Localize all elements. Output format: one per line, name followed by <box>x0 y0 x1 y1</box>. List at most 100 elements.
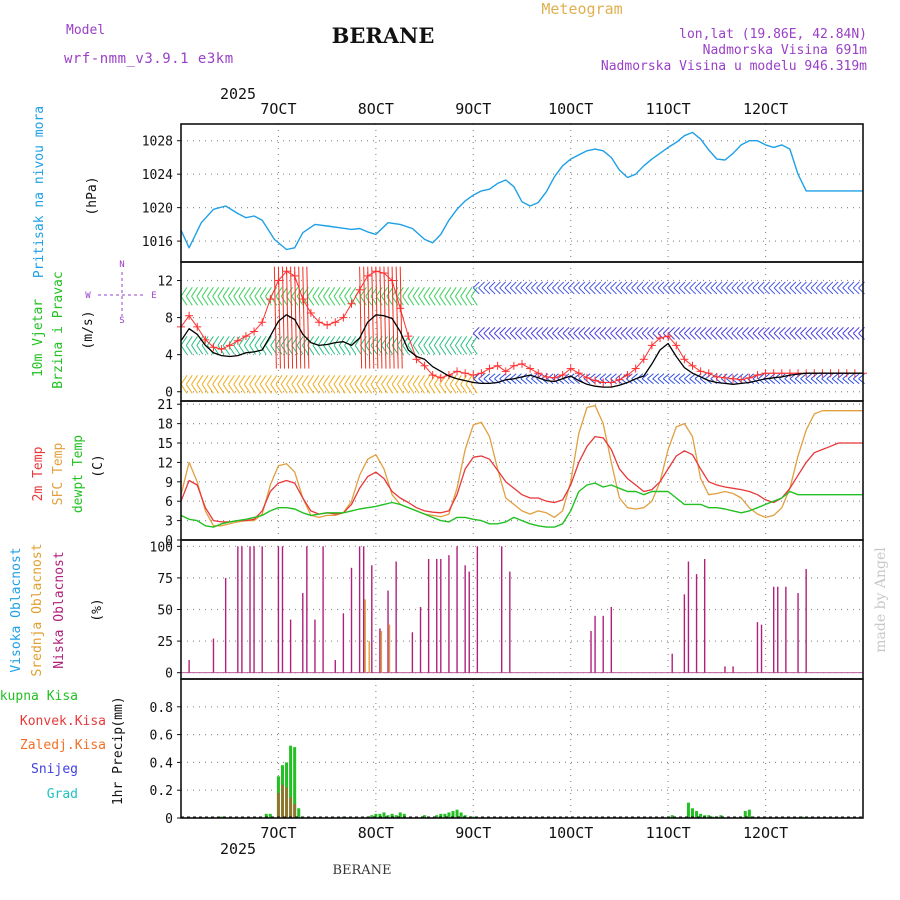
wind-barb <box>509 281 517 289</box>
wind-barb <box>222 287 230 297</box>
wind-barb <box>779 287 786 295</box>
wind-barb <box>494 326 501 334</box>
wind-barb <box>726 332 733 340</box>
wind-barb <box>678 281 686 289</box>
wind-barb <box>615 326 623 334</box>
wind-barb <box>657 378 665 385</box>
wind-barb <box>470 345 478 355</box>
wind-barb <box>317 375 325 385</box>
wind-barb <box>715 281 723 289</box>
wind-barb <box>541 287 549 295</box>
y-tick-label: 4 <box>165 349 173 364</box>
wind-barb <box>757 326 765 334</box>
wind-barb <box>265 287 272 297</box>
wind-barb <box>684 326 691 334</box>
wind-barb <box>249 384 257 394</box>
y-tick-label: 50 <box>157 604 173 619</box>
y-tick-label: 0 <box>165 667 173 682</box>
wind-barb <box>196 287 204 297</box>
wind-barb <box>494 332 501 340</box>
x-tick-label-bottom: 8OCT <box>358 824 394 842</box>
wind-barb <box>478 287 485 295</box>
wind-barb <box>625 326 633 334</box>
wind-barb <box>275 345 283 355</box>
wind-barb <box>301 375 309 385</box>
total-precip-bar <box>695 811 699 818</box>
wind-barb <box>604 287 612 295</box>
wind-barb <box>460 384 468 394</box>
wind-barb <box>478 332 485 340</box>
wind-barb <box>520 326 528 334</box>
wind-barb <box>773 281 781 289</box>
total-precip-bar <box>264 813 268 818</box>
wind-barb <box>620 332 628 340</box>
wind-barb <box>402 287 410 297</box>
wind-barb <box>673 373 681 380</box>
total-precip-bar <box>747 809 751 818</box>
wind-barb <box>291 296 299 306</box>
total-precip-bar <box>293 747 297 818</box>
wind-barb <box>412 375 420 385</box>
wind-barb <box>354 345 362 355</box>
temp-legend-2m: 2m Temp <box>31 446 46 501</box>
wind-barb <box>233 345 241 355</box>
wind-barb <box>736 332 744 340</box>
wind-unit: (m/s) <box>81 310 96 349</box>
wind-barb <box>249 287 257 297</box>
wind-barb <box>852 287 860 295</box>
wind-barb <box>784 332 792 340</box>
total-precip-bar <box>686 802 690 818</box>
wind-barb <box>296 296 304 306</box>
wind-barb <box>821 287 828 295</box>
wind-barb <box>344 287 352 297</box>
wind-barb <box>412 384 420 394</box>
wind-barb <box>546 281 554 289</box>
wind-barb <box>428 287 436 297</box>
wind-barb <box>515 287 522 295</box>
wind-barb <box>291 336 299 346</box>
precip-legend-total: Ukupna Kisa <box>0 689 78 704</box>
wind-barb <box>678 373 686 380</box>
wind-barb <box>699 373 707 380</box>
wind-barb <box>578 287 586 295</box>
wind-barb <box>631 326 638 334</box>
year-top: 2025 <box>220 85 256 103</box>
wind-barb <box>338 296 346 306</box>
wind-barb <box>191 375 198 385</box>
wind-barb <box>826 378 834 385</box>
wind-barb <box>222 336 230 346</box>
wind-barb <box>831 332 839 340</box>
wind-barb <box>647 373 654 380</box>
wind-barb <box>478 281 485 289</box>
total-precip-bar <box>289 745 293 818</box>
wind-barb <box>573 326 580 334</box>
wind-barb <box>423 375 431 385</box>
wind-barb <box>710 326 718 334</box>
precip-ylabel: 1hr Precip <box>111 727 126 805</box>
wind-barb <box>275 384 283 394</box>
wind-barb <box>428 384 436 394</box>
wind-barb <box>243 287 251 297</box>
wind-barb <box>504 373 512 380</box>
wind-barb <box>423 384 431 394</box>
wind-barb <box>472 326 480 334</box>
wind-barb <box>694 378 702 385</box>
wind-barb <box>773 287 781 295</box>
wind-barb <box>286 375 293 385</box>
wind-barb-strong <box>298 266 302 369</box>
wind-barb <box>731 287 739 295</box>
wind-barb <box>752 287 760 295</box>
wind-barb <box>270 375 278 385</box>
wind-barb <box>307 287 315 297</box>
wind-barb <box>407 336 415 346</box>
wind-barb <box>546 373 554 380</box>
wind-barb-strong <box>306 266 310 369</box>
wind-barb <box>546 287 554 295</box>
wind-barb <box>779 378 786 385</box>
wind-barb <box>439 345 447 355</box>
wind-barb-strong <box>383 266 387 369</box>
wind-barb <box>541 332 549 340</box>
wind-barb <box>412 296 420 306</box>
wind-barb <box>768 281 776 289</box>
wind-barb <box>328 375 336 385</box>
